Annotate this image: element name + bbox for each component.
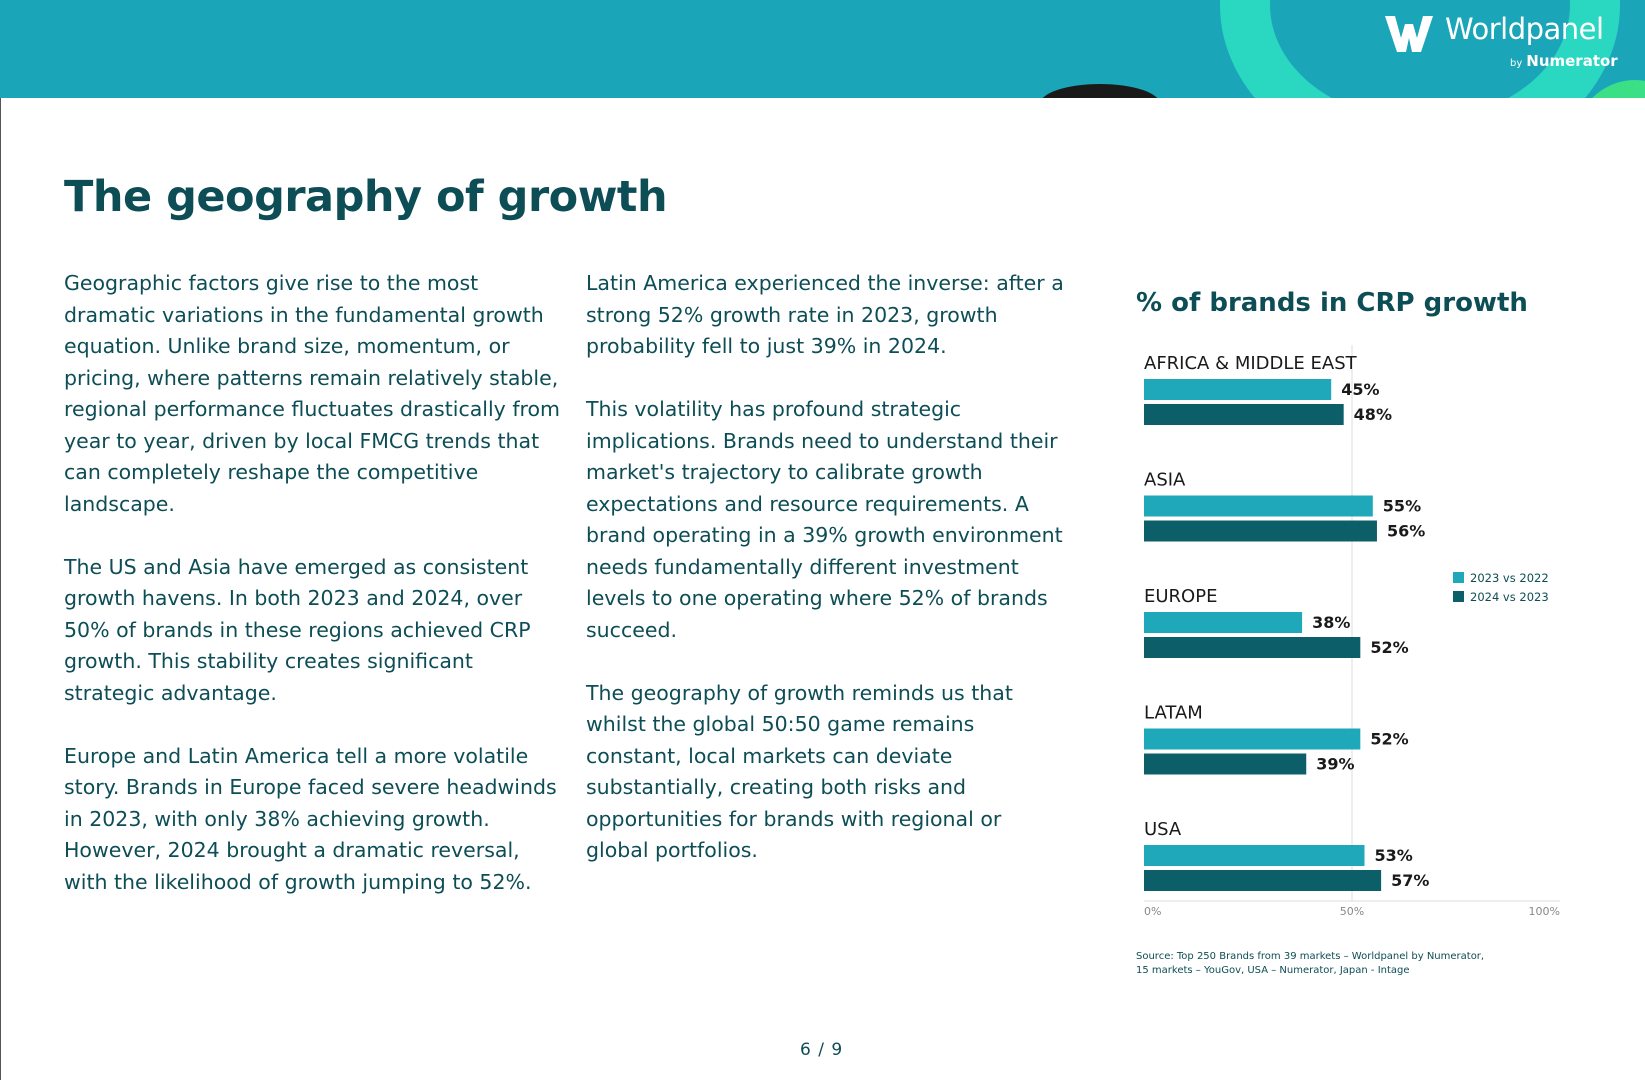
legend-item-2023: 2023 vs 2022 xyxy=(1453,568,1549,587)
paragraph: The geography of growth reminds us that … xyxy=(586,680,1013,863)
paragraph: Geographic factors give rise to the most… xyxy=(64,271,561,516)
legend-swatch xyxy=(1453,591,1464,602)
data-label: 38% xyxy=(1312,613,1350,632)
paragraph: This volatility has profound strategic i… xyxy=(586,397,1063,642)
data-label: 57% xyxy=(1391,871,1429,890)
x-tick-label: 0% xyxy=(1144,905,1161,918)
chart-title: % of brands in CRP growth xyxy=(1136,288,1528,318)
category-label: LATAM xyxy=(1144,703,1203,724)
data-label: 53% xyxy=(1374,846,1412,865)
text-column-middle: Latin America experienced the inverse: a… xyxy=(586,268,1066,898)
paragraph: Latin America experienced the inverse: a… xyxy=(586,271,1064,358)
bar-2024 xyxy=(1144,637,1361,658)
text-column-left: Geographic factors give rise to the most… xyxy=(64,268,569,930)
paragraph: Europe and Latin America tell a more vol… xyxy=(64,743,557,894)
page-title: The geography of growth xyxy=(64,172,668,222)
bar-2024 xyxy=(1144,753,1307,775)
data-label: 52% xyxy=(1370,638,1408,657)
bar-2023 xyxy=(1144,495,1373,517)
header-banner: Worldpanel by Numerator xyxy=(0,0,1645,98)
x-tick-label: 100% xyxy=(1529,905,1560,918)
data-label: 45% xyxy=(1341,380,1379,399)
page-edge xyxy=(0,98,1,1080)
category-label: EUROPE xyxy=(1144,586,1217,607)
data-label: 48% xyxy=(1354,405,1392,424)
brand-subtitle: by Numerator xyxy=(1510,52,1618,70)
data-label: 55% xyxy=(1383,497,1421,516)
worldpanel-logo-icon xyxy=(1385,16,1433,52)
paragraph: The US and Asia have emerged as consiste… xyxy=(64,554,531,705)
header-photo xyxy=(1040,84,1160,98)
bar-2023 xyxy=(1144,612,1303,633)
legend-item-2024: 2024 vs 2023 xyxy=(1453,587,1549,606)
data-label: 39% xyxy=(1316,755,1354,774)
bar-2023 xyxy=(1144,379,1332,400)
data-label: 56% xyxy=(1387,522,1425,541)
bar-2024 xyxy=(1144,520,1377,542)
legend-swatch xyxy=(1453,572,1464,583)
bar-2024 xyxy=(1144,870,1382,891)
bar-2024 xyxy=(1144,404,1344,425)
category-label: AFRICA & MIDDLE EAST xyxy=(1144,353,1358,374)
brand-name: Worldpanel xyxy=(1445,12,1604,46)
category-label: USA xyxy=(1144,819,1182,840)
x-tick-label: 50% xyxy=(1340,905,1364,918)
chart-source-note: Source: Top 250 Brands from 39 markets –… xyxy=(1136,951,1485,976)
legend-label: 2024 vs 2023 xyxy=(1470,589,1549,604)
page-number: 6 / 9 xyxy=(800,1040,844,1060)
legend-label: 2023 vs 2022 xyxy=(1470,570,1549,585)
category-label: ASIA xyxy=(1144,470,1186,491)
bar-2023 xyxy=(1144,728,1361,750)
chart-legend: 2023 vs 2022 2024 vs 2023 xyxy=(1453,568,1549,606)
bar-2023 xyxy=(1144,845,1365,866)
data-label: 52% xyxy=(1370,730,1408,749)
